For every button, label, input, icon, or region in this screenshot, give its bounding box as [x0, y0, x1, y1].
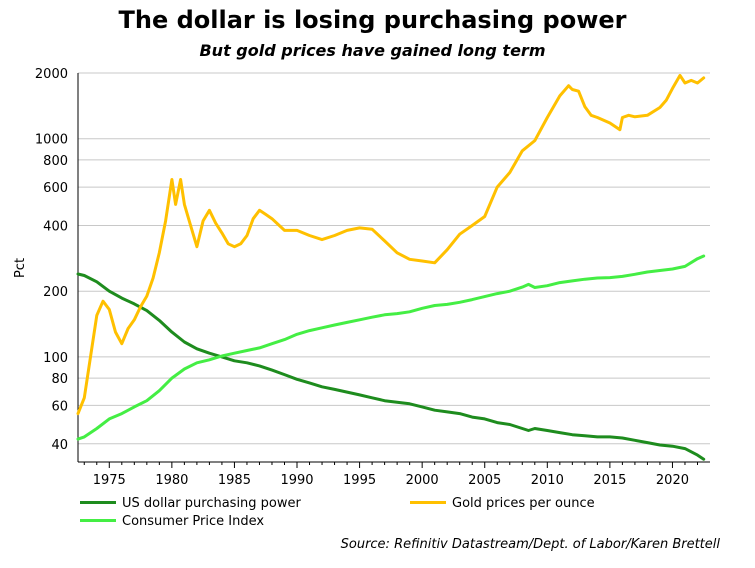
y-tick-label-400: 400 — [43, 220, 68, 235]
y-axis-label: Pct — [13, 258, 28, 278]
series-dollar-purchasing-power — [76, 272, 706, 461]
series-lines — [76, 73, 706, 461]
x-tick-label-2010: 2010 — [531, 473, 564, 488]
series-consumer-price-index — [76, 254, 706, 441]
source-note: Source: Refinitiv Datastream/Dept. of La… — [340, 537, 720, 552]
y-tick-label-800: 800 — [43, 154, 68, 169]
x-tick-label-2015: 2015 — [593, 473, 626, 488]
legend-label-cpi: Consumer Price Index — [122, 514, 265, 529]
x-tick-label-1975: 1975 — [93, 473, 126, 488]
y-tick-label-60: 60 — [51, 399, 68, 414]
legend-item-cpi: Consumer Price Index — [80, 513, 264, 531]
axes: 40 60 80 100 200 400 600 800 1000 2000 1975 1980 198… — [35, 67, 710, 488]
x-tick-label-2005: 2005 — [468, 473, 501, 488]
legend-swatch-gold — [410, 501, 446, 504]
legend-label-gold: Gold prices per ounce — [452, 496, 595, 511]
x-tick-label-1995: 1995 — [343, 473, 376, 488]
legend-item-dollar: US dollar purchasing power — [80, 495, 301, 513]
x-tick-label-1980: 1980 — [155, 473, 188, 488]
x-tick-label-2020: 2020 — [656, 473, 689, 488]
x-tick-label-1990: 1990 — [280, 473, 313, 488]
legend-swatch-dollar — [80, 501, 116, 504]
legend-swatch-cpi — [80, 519, 116, 522]
y-tick-label-2000: 2000 — [35, 67, 68, 82]
legend-label-dollar: US dollar purchasing power — [122, 496, 301, 511]
series-gold-prices — [76, 73, 706, 416]
y-tick-label-100: 100 — [43, 351, 68, 366]
legend-item-gold: Gold prices per ounce — [410, 495, 595, 513]
y-tick-label-40: 40 — [51, 438, 68, 453]
x-tick-label-2000: 2000 — [406, 473, 439, 488]
y-tick-label-1000: 1000 — [35, 133, 68, 148]
y-tick-label-600: 600 — [43, 181, 68, 196]
chart-subtitle: But gold prices have gained long term — [199, 41, 546, 60]
x-tick-label-1985: 1985 — [218, 473, 251, 488]
chart-title: The dollar is losing purchasing power — [118, 6, 627, 34]
y-tick-label-80: 80 — [51, 372, 68, 387]
grid-lines — [78, 72, 710, 445]
y-tick-label-200: 200 — [43, 285, 68, 300]
